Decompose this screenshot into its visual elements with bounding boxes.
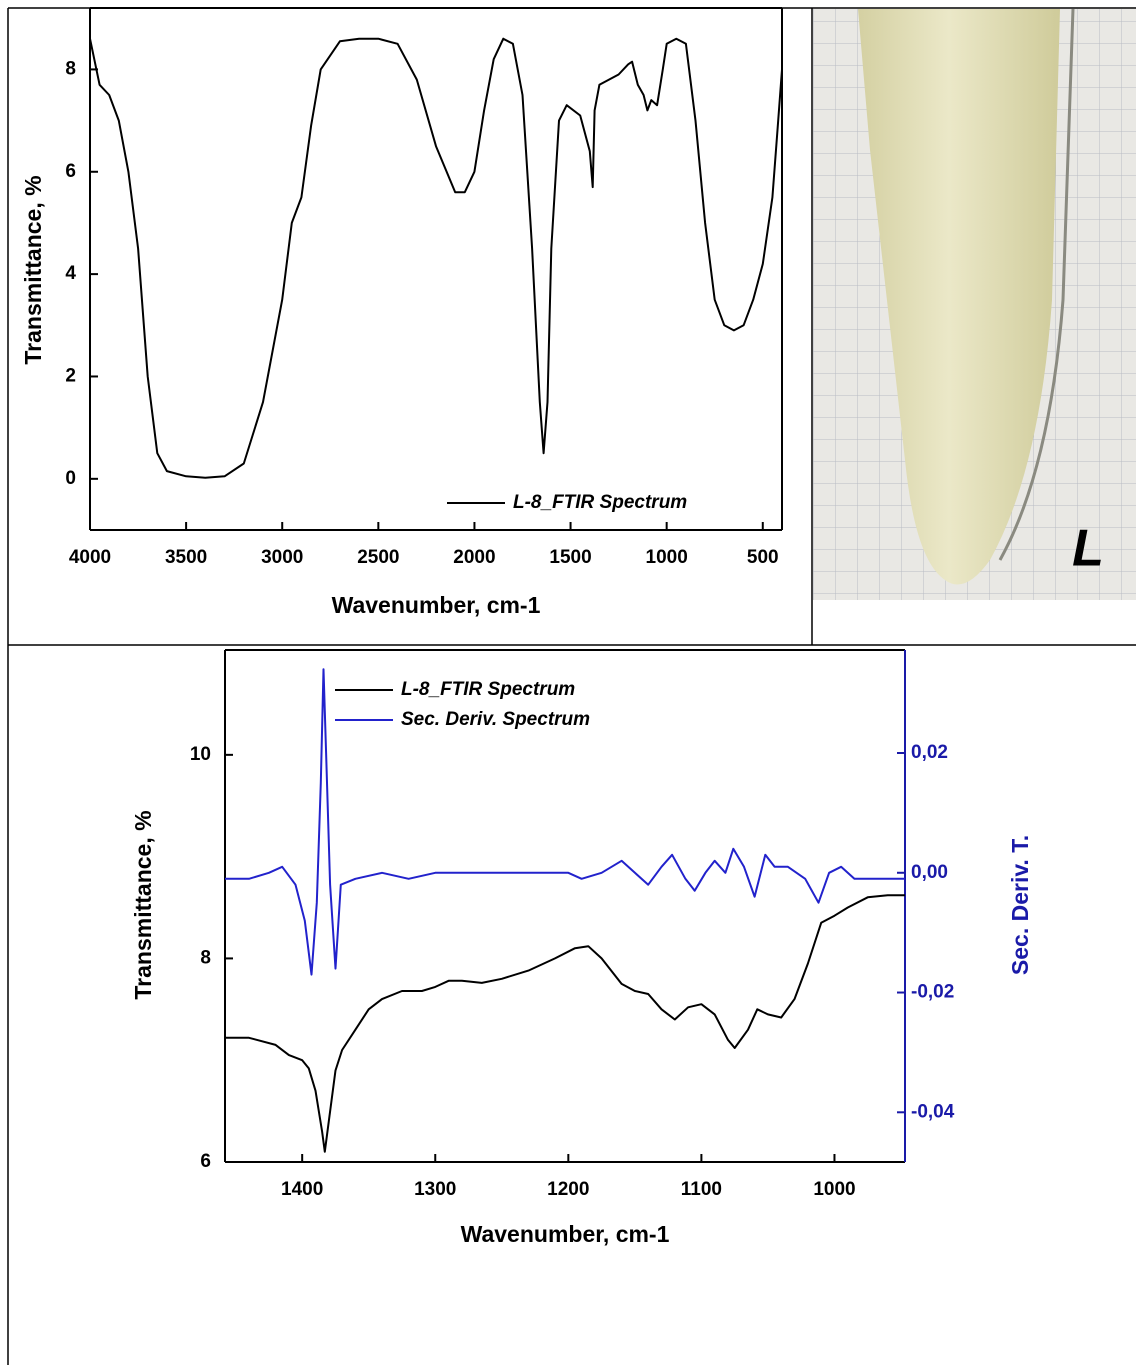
x-tick-label: 3500	[165, 547, 207, 568]
y-axis-label: Transmittance, %	[20, 175, 46, 364]
legend-label: Sec. Deriv. Spectrum	[401, 709, 590, 730]
x-tick-label: 1000	[646, 547, 688, 568]
series-line	[225, 668, 905, 976]
y-tick-label: 10	[190, 744, 211, 765]
y-tick-label: 4	[65, 263, 76, 284]
photo: L	[813, 8, 1136, 600]
x-axis-label: Wavenumber, cm-1	[461, 1221, 670, 1247]
series-line	[225, 894, 905, 1153]
y2-tick-label: 0,00	[911, 862, 948, 883]
x-tick-label: 1300	[414, 1179, 456, 1200]
photo-label: L	[1072, 520, 1104, 578]
x-tick-label: 1500	[549, 547, 591, 568]
y2-axis-label: Sec. Deriv. T.	[1007, 835, 1033, 975]
x-axis-label: Wavenumber, cm-1	[332, 592, 541, 618]
y-tick-label: 6	[200, 1151, 211, 1172]
y-tick-label: 8	[65, 58, 76, 79]
legend-label: L-8_FTIR Spectrum	[513, 492, 687, 513]
y2-tick-label: -0,02	[911, 982, 954, 1003]
y-tick-label: 2	[65, 365, 76, 386]
series-line	[89, 37, 783, 479]
y2-tick-label: 0,02	[911, 742, 948, 763]
x-tick-label: 1000	[813, 1179, 855, 1200]
x-tick-label: 2000	[453, 547, 495, 568]
x-tick-label: 500	[747, 547, 779, 568]
x-tick-label: 2500	[357, 547, 399, 568]
x-tick-label: 1100	[681, 1179, 722, 1200]
y-tick-label: 6	[65, 161, 76, 182]
x-tick-label: 1400	[281, 1179, 323, 1200]
x-tick-label: 4000	[69, 547, 111, 568]
y-tick-label: 0	[65, 468, 76, 489]
x-tick-label: 3000	[261, 547, 303, 568]
y-tick-label: 8	[200, 947, 211, 968]
x-tick-label: 1200	[547, 1179, 589, 1200]
y-axis-label: Transmittance, %	[130, 810, 156, 999]
y2-tick-label: -0,04	[911, 1101, 955, 1122]
legend-label: L-8_FTIR Spectrum	[401, 679, 575, 700]
